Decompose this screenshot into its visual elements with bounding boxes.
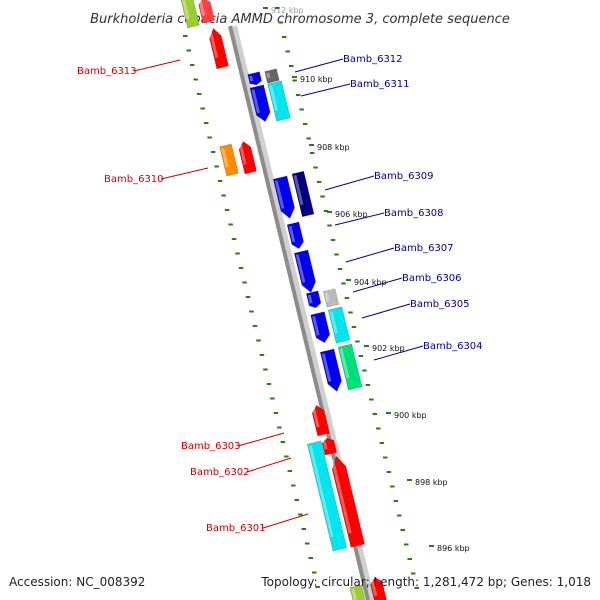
leader-line — [246, 457, 292, 473]
gene-bamb-6310 — [219, 143, 239, 177]
genome-summary: Topology: circular; Length: 1,281,472 bp… — [260, 575, 591, 589]
kbp-label: 896 kbp — [437, 544, 470, 553]
gene-label-bamb-6308[interactable]: Bamb_6308 — [384, 208, 444, 219]
leader-line — [160, 167, 209, 180]
gene-label-bamb-6301[interactable]: Bamb_6301 — [206, 523, 266, 534]
gene-bamb-6307 — [286, 221, 304, 250]
leader-line — [352, 277, 403, 293]
leader-line — [294, 58, 344, 73]
gene-label-bamb-6305[interactable]: Bamb_6305 — [410, 299, 470, 310]
kbp-label: 910 kbp — [300, 75, 333, 84]
gene-bamb-6305 — [327, 306, 351, 344]
gene-labels: Bamb_6313 Bamb_6310 Bamb_6303 Bamb_6302 Bamb… — [77, 54, 483, 534]
gene-bamb-6303 — [311, 404, 330, 437]
gene-bamb-6309 — [291, 170, 315, 218]
leader-line — [324, 175, 375, 191]
kbp-label: 900 kbp — [394, 411, 427, 420]
kbp-label: 902 kbp — [372, 344, 405, 353]
gene-bamb-6306 — [322, 288, 340, 308]
scale-ticks — [183, 7, 419, 589]
gene-label-bamb-6303[interactable]: Bamb_6303 — [181, 441, 241, 452]
gene-feature — [238, 140, 257, 175]
gene-label-bamb-6307[interactable]: Bamb_6307 — [394, 243, 454, 254]
gene-label-bamb-6312[interactable]: Bamb_6312 — [343, 54, 403, 65]
leader-line — [345, 247, 395, 263]
gene-label-bamb-6306[interactable]: Bamb_6306 — [402, 273, 462, 284]
kbp-label: 906 kbp — [335, 210, 368, 219]
gene-partial — [370, 576, 388, 600]
kbp-label: 898 kbp — [415, 478, 448, 487]
kbp-labels: 912 kbp 910 kbp 908 kbp 906 kbp 904 kbp 902 k… — [263, 6, 470, 553]
gene-partial — [349, 584, 367, 600]
leader-line — [361, 303, 411, 319]
leader-line — [373, 345, 424, 361]
gene-bamb-6308 — [272, 175, 295, 219]
leader-line — [334, 212, 385, 226]
gene-bamb-6302 — [330, 455, 365, 548]
gene-partial — [180, 0, 200, 29]
gene-feature — [319, 348, 342, 392]
gene-feature — [293, 249, 316, 293]
gene-feature — [249, 84, 271, 122]
kbp-label: 912 kbp — [271, 6, 304, 15]
gene-bamb-6312 — [264, 68, 280, 84]
gene-label-bamb-6304[interactable]: Bamb_6304 — [423, 341, 483, 352]
gene-label-bamb-6302[interactable]: Bamb_6302 — [190, 467, 250, 478]
gene-feature — [321, 437, 338, 456]
gene-features — [180, 0, 388, 600]
gene-label-bamb-6310[interactable]: Bamb_6310 — [104, 174, 164, 185]
leader-line — [262, 513, 309, 529]
gene-bamb-6313 — [208, 28, 229, 70]
kbp-label: 908 kbp — [317, 143, 350, 152]
gene-feature — [247, 71, 262, 86]
gene-label-bamb-6309[interactable]: Bamb_6309 — [374, 171, 434, 182]
accession-text: Accession: NC_008392 — [9, 575, 145, 589]
kbp-label: 904 kbp — [354, 278, 387, 287]
gene-partial — [198, 0, 216, 24]
leader-line — [300, 83, 351, 97]
gene-bamb-6311 — [267, 80, 291, 122]
gene-bamb-6304 — [337, 343, 363, 391]
gene-feature — [305, 290, 322, 309]
gene-feature — [310, 311, 331, 343]
leader-line — [237, 432, 285, 447]
label-leader-lines — [133, 58, 424, 529]
gene-label-bamb-6313[interactable]: Bamb_6313 — [77, 66, 137, 77]
gene-bamb-6301 — [306, 440, 348, 552]
leader-line — [133, 59, 181, 72]
gene-label-bamb-6311[interactable]: Bamb_6311 — [350, 79, 410, 90]
